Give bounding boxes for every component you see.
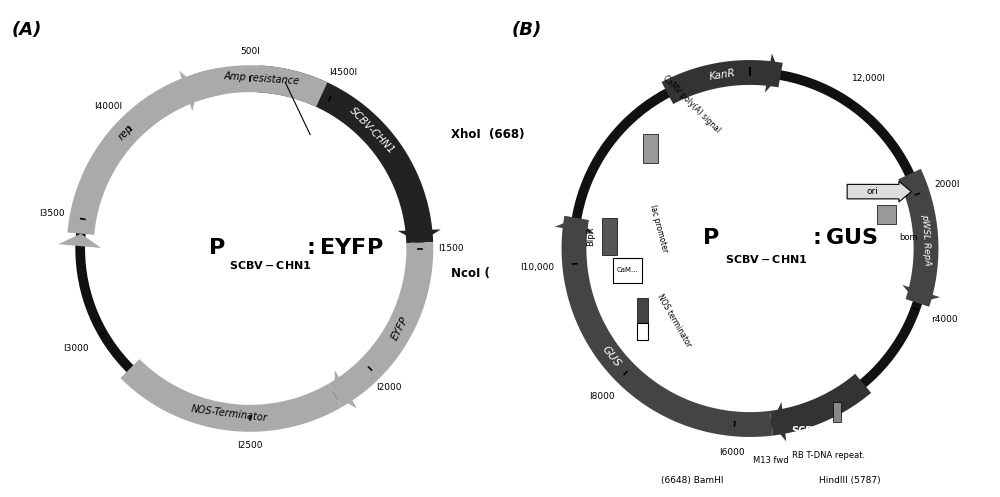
Polygon shape — [765, 53, 781, 92]
Polygon shape — [898, 169, 938, 307]
Text: (6648) BamHI: (6648) BamHI — [661, 476, 723, 485]
Polygon shape — [335, 371, 356, 408]
Text: KanR: KanR — [709, 68, 736, 82]
Text: $\mathbf{SCBV-CHN1}$: $\mathbf{SCBV-CHN1}$ — [229, 259, 312, 271]
Polygon shape — [555, 218, 594, 234]
Text: GUS: GUS — [600, 344, 623, 369]
Bar — [643, 134, 658, 164]
Text: $\mathbf{:GUS}$: $\mathbf{:GUS}$ — [808, 228, 878, 248]
Polygon shape — [902, 285, 940, 303]
Polygon shape — [67, 68, 223, 235]
Text: CaMV poly(A) signal: CaMV poly(A) signal — [661, 74, 722, 134]
Text: lac promoter: lac promoter — [648, 204, 670, 253]
Text: BlpR: BlpR — [586, 227, 595, 246]
Text: XhoI  (668): XhoI (668) — [451, 128, 524, 141]
Text: CaM...: CaM... — [617, 267, 639, 273]
Text: r4000: r4000 — [931, 315, 958, 324]
Text: l2000: l2000 — [376, 383, 402, 392]
Text: EYFP: EYFP — [390, 315, 410, 341]
Text: M13 fwd: M13 fwd — [753, 456, 789, 465]
Text: 2000l: 2000l — [934, 180, 960, 189]
Polygon shape — [562, 216, 773, 437]
Text: pWSL RepA: pWSL RepA — [920, 213, 932, 265]
Text: $\mathbf{SCBV-CHN1}$: $\mathbf{SCBV-CHN1}$ — [725, 252, 808, 264]
Polygon shape — [179, 71, 198, 111]
Text: $\mathbf{:EYFP}$: $\mathbf{:EYFP}$ — [302, 239, 383, 258]
Text: NOS-Terminator: NOS-Terminator — [191, 404, 268, 423]
Text: l6000: l6000 — [719, 448, 745, 457]
Bar — [602, 218, 617, 255]
Bar — [833, 402, 841, 422]
Text: l3500: l3500 — [39, 209, 65, 218]
Polygon shape — [120, 359, 342, 432]
Polygon shape — [193, 65, 327, 107]
Text: $\mathbf{P}$: $\mathbf{P}$ — [208, 239, 225, 258]
Text: l3000: l3000 — [63, 344, 89, 353]
Text: (A): (A) — [12, 21, 42, 39]
Text: 500l: 500l — [240, 47, 260, 56]
Text: Amp resistance: Amp resistance — [224, 72, 300, 87]
Polygon shape — [771, 402, 786, 441]
Text: l10,000: l10,000 — [520, 262, 555, 271]
Polygon shape — [328, 242, 433, 407]
Text: bom: bom — [899, 233, 918, 242]
Text: l2500: l2500 — [237, 441, 263, 450]
Text: l8000: l8000 — [589, 392, 615, 401]
Text: HindIII (5787): HindIII (5787) — [819, 476, 880, 485]
Text: 12,000l: 12,000l — [852, 75, 886, 83]
Text: rep: rep — [116, 123, 135, 143]
Text: l1500: l1500 — [438, 244, 464, 253]
Text: l4000l: l4000l — [94, 102, 122, 111]
Bar — [877, 205, 896, 224]
Text: NcoI (: NcoI ( — [451, 267, 490, 280]
Polygon shape — [398, 230, 441, 243]
Polygon shape — [335, 371, 356, 408]
Bar — [637, 323, 648, 339]
Text: $\mathbf{P}$: $\mathbf{P}$ — [702, 228, 719, 248]
Polygon shape — [662, 60, 783, 104]
Polygon shape — [258, 66, 433, 243]
Text: NOS terminator: NOS terminator — [655, 293, 693, 349]
FancyArrow shape — [847, 181, 911, 202]
Polygon shape — [770, 374, 871, 435]
Text: RB T-DNA repeat.: RB T-DNA repeat. — [792, 451, 865, 460]
Text: (B): (B) — [512, 21, 542, 39]
Text: l4500l: l4500l — [329, 69, 357, 78]
Bar — [637, 298, 648, 323]
Text: SCBV-CHN1: SCBV-CHN1 — [791, 426, 854, 436]
Text: ori: ori — [866, 187, 878, 196]
Polygon shape — [58, 234, 101, 248]
Bar — [613, 257, 642, 282]
Text: SCBV-CHN1: SCBV-CHN1 — [348, 105, 397, 156]
